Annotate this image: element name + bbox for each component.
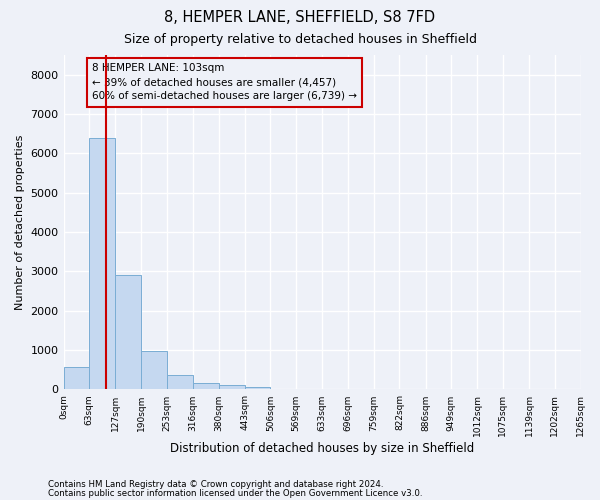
Text: Contains public sector information licensed under the Open Government Licence v3: Contains public sector information licen… [48,489,422,498]
Y-axis label: Number of detached properties: Number of detached properties [15,134,25,310]
Text: Contains HM Land Registry data © Crown copyright and database right 2024.: Contains HM Land Registry data © Crown c… [48,480,383,489]
Text: 8 HEMPER LANE: 103sqm
← 39% of detached houses are smaller (4,457)
60% of semi-d: 8 HEMPER LANE: 103sqm ← 39% of detached … [92,64,357,102]
Bar [167,374,193,390]
Bar [89,138,115,390]
Bar [115,274,141,390]
Bar [141,351,167,390]
X-axis label: Distribution of detached houses by size in Sheffield: Distribution of detached houses by size … [170,442,474,455]
Text: 8, HEMPER LANE, SHEFFIELD, S8 7FD: 8, HEMPER LANE, SHEFFIELD, S8 7FD [164,10,436,25]
Bar [245,386,271,390]
Bar [219,384,245,390]
Bar [64,368,89,390]
Bar [193,382,219,390]
Text: Size of property relative to detached houses in Sheffield: Size of property relative to detached ho… [124,32,476,46]
